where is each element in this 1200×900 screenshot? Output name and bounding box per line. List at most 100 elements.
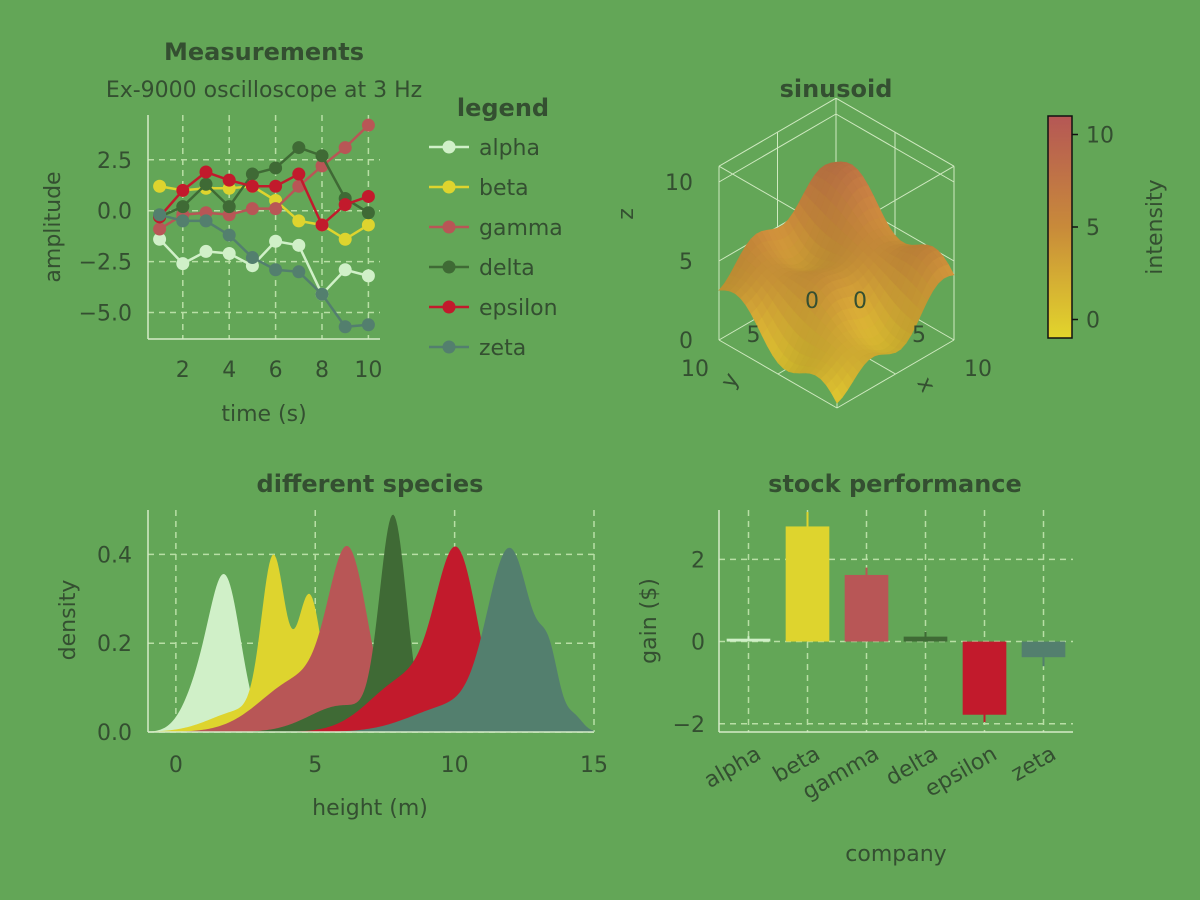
series-line-beta xyxy=(159,184,370,241)
x-axis-label: height (m) xyxy=(312,796,428,821)
grid xyxy=(719,510,1073,732)
surface-patch xyxy=(831,387,843,404)
legend-marker-epsilon xyxy=(442,300,456,314)
data-point-zeta xyxy=(338,320,352,334)
y-tick-label: 10 xyxy=(681,357,709,382)
data-point-zeta xyxy=(315,287,329,301)
data-point-epsilon xyxy=(199,165,213,179)
data-point-epsilon xyxy=(269,179,283,193)
data-point-delta xyxy=(222,200,236,214)
legend: alpha beta gamma delta epsilon zeta xyxy=(429,136,563,361)
data-point-epsilon xyxy=(245,179,259,193)
data-point-zeta xyxy=(176,214,190,228)
legend-marker-delta xyxy=(442,260,456,274)
tick-labels: 0 5 10 15 0.0 0.2 0.4 xyxy=(97,543,608,778)
wall-gridline xyxy=(718,113,837,183)
x-tick-label: alpha xyxy=(700,742,765,794)
data-point-zeta xyxy=(292,265,306,279)
data-point-alpha xyxy=(153,232,167,246)
x-tick-label: 15 xyxy=(580,753,608,778)
x-tick-label: 10 xyxy=(354,358,382,383)
data-point-alpha xyxy=(292,238,306,252)
legend-label: alpha xyxy=(479,136,540,161)
plot-area xyxy=(148,514,594,732)
data-point-delta xyxy=(361,206,375,220)
y-tick-label: 0.2 xyxy=(97,632,132,657)
y-tick-label: −5.0 xyxy=(79,302,132,327)
colorbar xyxy=(1047,115,1073,339)
x-tick-label: 2 xyxy=(176,358,190,383)
series-line-zeta xyxy=(159,213,369,329)
x-tick-label: zeta xyxy=(1007,742,1060,787)
legend-title: legend xyxy=(457,94,549,122)
data-point-zeta xyxy=(153,208,167,222)
y-tick-label: 5 xyxy=(747,323,761,348)
data-point-delta xyxy=(176,200,190,214)
density-area-gamma xyxy=(148,545,594,732)
x-tick-label: 10 xyxy=(441,753,469,778)
y-axis-label: amplitude xyxy=(41,171,66,282)
y-tick-label: −2.5 xyxy=(79,251,132,276)
colorbar-tick-label: 5 xyxy=(1086,216,1100,241)
y-axis-label: density xyxy=(56,580,81,661)
data-point-alpha xyxy=(176,257,190,271)
x-tick-label: 6 xyxy=(269,358,283,383)
z-tick-label: 5 xyxy=(679,250,693,275)
panel-species: different species 0 5 10 15 0.0 0.2 0.4 height… xyxy=(56,470,608,821)
x-tick-label: 10 xyxy=(964,357,992,382)
legend-label: beta xyxy=(479,176,529,201)
data-point-gamma xyxy=(245,202,259,216)
legend-label: zeta xyxy=(479,336,526,361)
data-point-beta xyxy=(292,214,306,228)
data-point-beta xyxy=(338,232,352,246)
data-point-epsilon xyxy=(338,198,352,212)
x-tick-label: 4 xyxy=(222,358,236,383)
density-area-alpha xyxy=(148,574,594,732)
data-point-delta xyxy=(199,177,213,191)
y-tick-label: 2 xyxy=(691,548,705,573)
x-axis-label: time (s) xyxy=(221,402,306,427)
chart-title: stock performance xyxy=(768,470,1022,498)
legend-marker-alpha xyxy=(442,140,456,154)
data-point-epsilon xyxy=(292,167,306,181)
data-point-alpha xyxy=(269,234,283,248)
data-point-gamma xyxy=(338,141,352,155)
legend-marker-zeta xyxy=(442,340,456,354)
y-tick-label: 0.0 xyxy=(97,200,132,225)
y-tick-label: 2.5 xyxy=(97,149,132,174)
data-point-alpha xyxy=(222,246,236,260)
z-tick-label: 0 xyxy=(679,329,693,354)
data-point-zeta xyxy=(269,263,283,277)
legend-label: gamma xyxy=(479,216,563,241)
x-tick-label: 8 xyxy=(315,358,329,383)
bar-epsilon xyxy=(962,641,1007,715)
series-line-alpha xyxy=(158,238,369,297)
y-tick-label: 0 xyxy=(805,289,819,314)
x-axis-label: company xyxy=(845,842,946,867)
tick-labels: 2 4 6 8 10 −5.0 −2.5 0.0 2.5 xyxy=(79,149,383,383)
data-point-gamma xyxy=(269,202,283,216)
legend-label: epsilon xyxy=(479,296,558,321)
surface xyxy=(718,161,955,404)
data-point-beta xyxy=(153,179,167,193)
series-line-delta xyxy=(159,146,370,218)
y-axis-label: gain ($) xyxy=(637,578,662,664)
legend-marker-gamma xyxy=(442,220,456,234)
y-tick-label: 0 xyxy=(691,631,705,656)
series-line-gamma xyxy=(158,124,370,231)
z-tick-label: 10 xyxy=(665,171,693,196)
data-point-beta xyxy=(361,218,375,232)
data-point-delta xyxy=(315,149,329,163)
data-point-gamma xyxy=(153,222,167,236)
data-point-epsilon xyxy=(222,173,236,187)
data-point-delta xyxy=(292,141,306,155)
y-axis-label: y xyxy=(716,369,744,393)
data-point-zeta xyxy=(245,251,259,265)
density-area-delta xyxy=(148,514,594,732)
data-point-epsilon xyxy=(315,218,329,232)
y-tick-label: 0.0 xyxy=(97,721,132,746)
x-tick-label: 5 xyxy=(308,753,322,778)
colorbar-tick-label: 10 xyxy=(1086,124,1114,149)
